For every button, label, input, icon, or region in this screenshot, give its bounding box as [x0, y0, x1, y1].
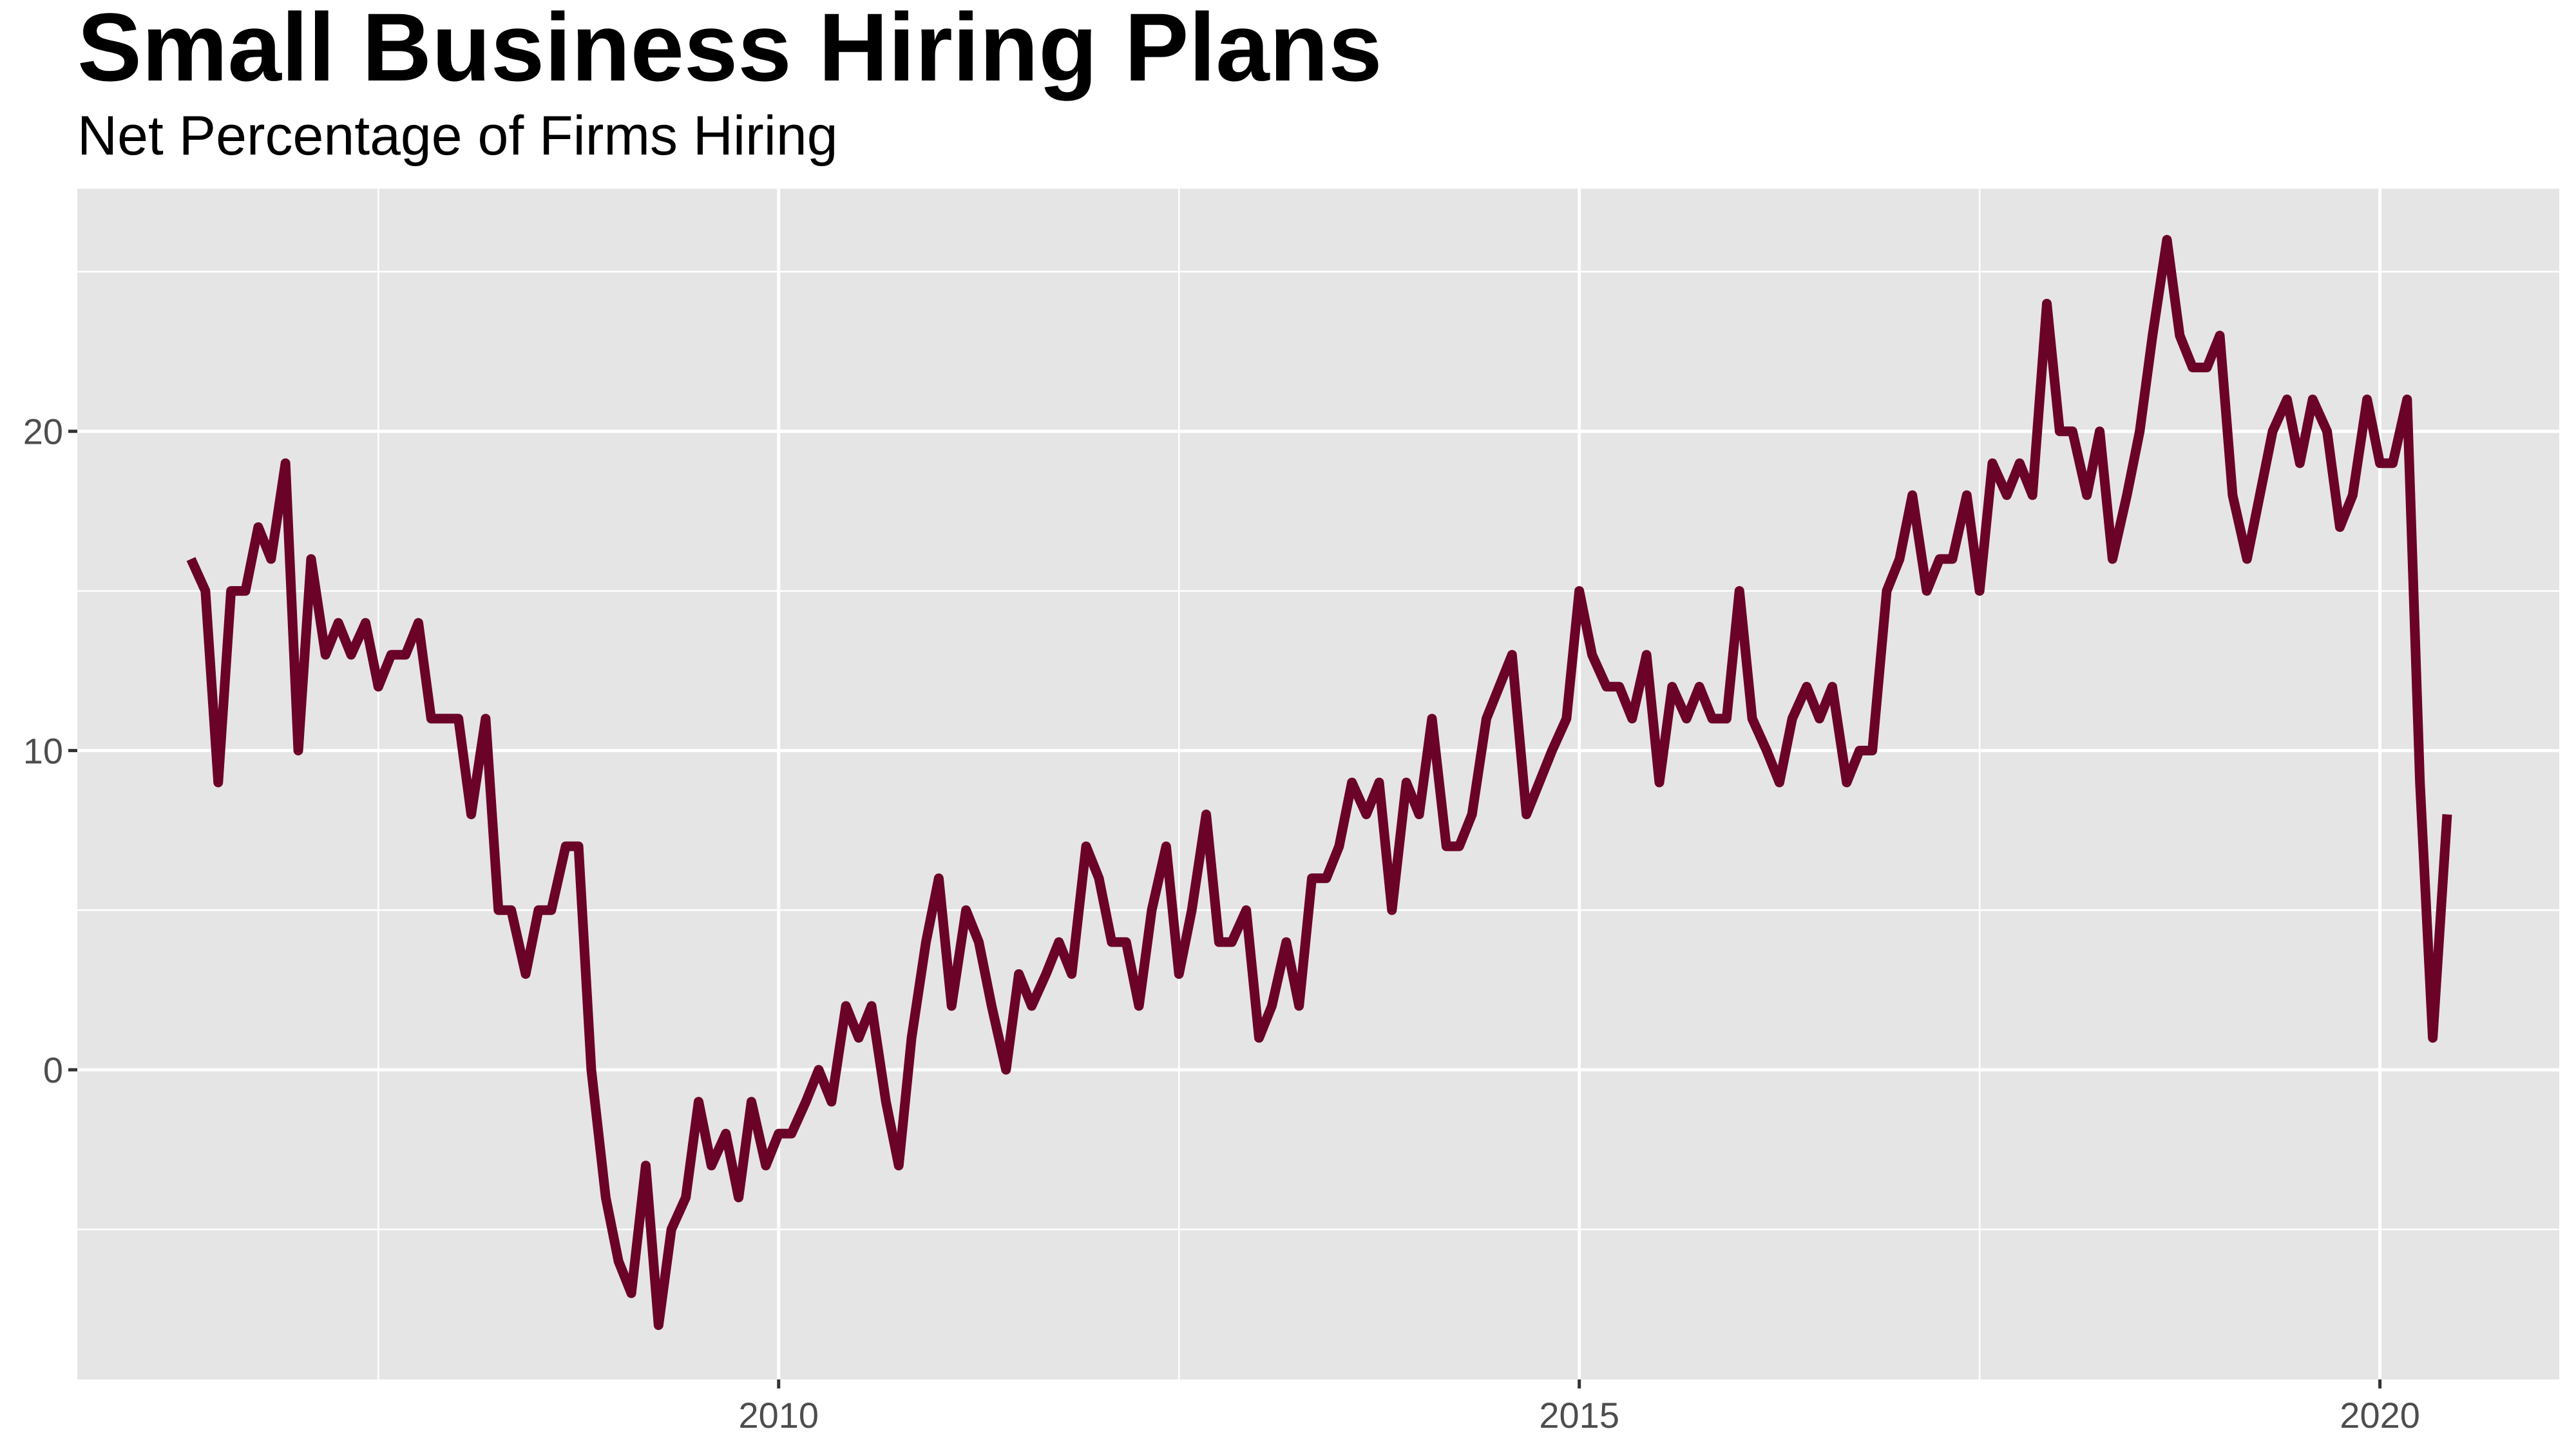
chart-title: Small Business Hiring Plans [77, 0, 1382, 101]
y-tick-label: 0 [43, 1050, 63, 1090]
y-tick-label: 20 [23, 412, 63, 452]
y-tick-label: 10 [23, 730, 63, 771]
x-tick-label: 2010 [738, 1395, 819, 1435]
x-tick-label: 2015 [1539, 1395, 1619, 1435]
data-line [186, 234, 2452, 1331]
chart-subtitle: Net Percentage of Firms Hiring [77, 105, 838, 167]
plot-panel [77, 189, 2559, 1379]
x-tick-label: 2020 [2340, 1395, 2420, 1435]
